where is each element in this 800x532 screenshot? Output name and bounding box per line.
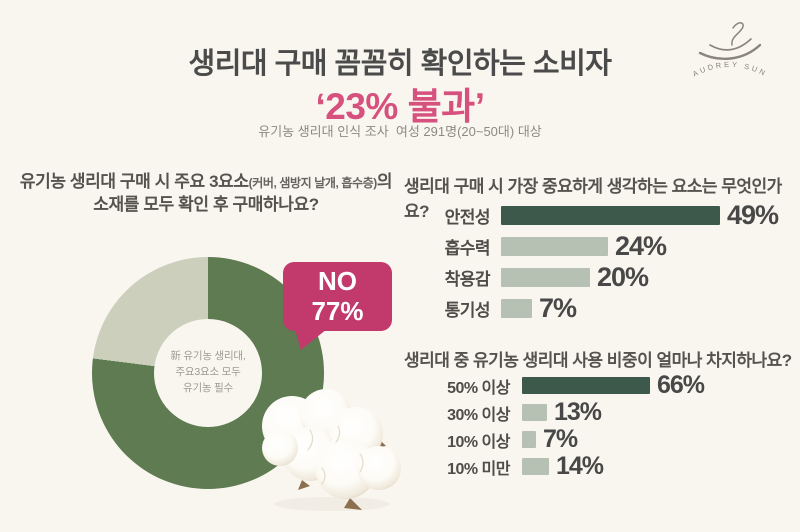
bar: [522, 458, 549, 475]
usage-share-question: 생리대 중 유기농 생리대 사용 비중이 얼마나 차지하나요?: [404, 351, 792, 370]
bar-value: 24%: [615, 231, 667, 261]
cotton-image: [262, 389, 401, 511]
bar-value: 7%: [539, 293, 577, 323]
bar-row: 통기성 7%: [404, 293, 778, 323]
bar-value: 20%: [597, 262, 649, 292]
brand-name: AUDREY SUN: [691, 60, 766, 79]
donut-question-main: 유기농 생리대 구매 시 주요 3요소: [19, 172, 249, 191]
brand-logo: AUDREY SUN: [691, 22, 769, 79]
bar: [501, 237, 608, 256]
bar-row: 흡수력 24%: [404, 231, 778, 261]
donut-note-line: 유기농 필수: [182, 381, 234, 394]
bar-row: 10% 미만 14%: [404, 452, 704, 480]
callout-label: NO: [318, 266, 357, 297]
importance-bar-chart: 안전성 49% 흡수력 24% 착용감 20% 통기성 7%: [404, 200, 779, 330]
donut-question-paren: (커버, 샘방지 날개, 흡수층): [248, 176, 378, 190]
bar: [501, 268, 590, 287]
bar-value: 49%: [727, 200, 779, 230]
bar-category-label: 흡수력: [444, 239, 491, 258]
bar: [522, 431, 536, 448]
bar: [522, 404, 547, 421]
usage-share-bar-chart: 50% 이상 66% 30% 이상 13% 10% 이상 7% 10% 미만 14%: [404, 371, 705, 485]
svg-text:AUDREY SUN: AUDREY SUN: [691, 60, 769, 79]
bar-row: 30% 이상 13%: [404, 398, 704, 426]
bar-value: 66%: [657, 371, 705, 399]
bar: [501, 206, 720, 225]
page-title: 생리대 구매 꼼꼼히 확인하는 소비자: [188, 48, 612, 80]
survey-caption: 유기농 생리대 인식 조사 여성 291명(20~50대) 대상: [258, 124, 542, 139]
headline-stat: ‘23% 불과’: [315, 86, 485, 127]
donut-question-line2: 소재를 모두 확인 후 구매하나요?: [93, 195, 319, 215]
bar-value: 14%: [556, 452, 604, 480]
bar-category-label: 착용감: [444, 270, 491, 289]
callout-value: 77%: [311, 295, 364, 326]
importance-question: 생리대 구매 시 가장 중요하게 생각하는 요소는 무엇인가요?: [404, 177, 782, 221]
bar-category-label: 10% 미만: [447, 460, 510, 478]
bar-value: 7%: [543, 425, 578, 453]
bar-value: 13%: [554, 398, 602, 426]
swan-swoosh-icon: [698, 22, 762, 60]
bar-row: 10% 이상 7%: [404, 425, 704, 453]
bar-category-label: 통기성: [444, 301, 491, 320]
no-77-callout: NO 77%: [283, 262, 392, 350]
donut-note-line: 新 유기농 생리대,: [170, 350, 246, 363]
bar: [501, 299, 532, 318]
bar-category-label: 10% 이상: [447, 433, 510, 451]
bar: [522, 377, 650, 394]
bar-category-label: 안전성: [444, 208, 491, 227]
bar-row: 50% 이상 66%: [404, 371, 705, 399]
donut-question-suffix: 의: [376, 172, 393, 191]
bar-category-label: 50% 이상: [447, 379, 510, 397]
bar-category-label: 30% 이상: [447, 406, 510, 424]
donut-question: 유기농 생리대 구매 시 주요 3요소(커버, 샘방지 날개, 흡수층)의 소재…: [0, 170, 412, 217]
bar-row: 안전성 49%: [404, 200, 779, 230]
donut-center-note: 新 유기농 생리대, 주요3요소 모두 유기농 필수: [154, 319, 262, 427]
bar-row: 착용감 20%: [404, 262, 778, 292]
donut-note-line: 주요3요소 모두: [175, 366, 241, 379]
